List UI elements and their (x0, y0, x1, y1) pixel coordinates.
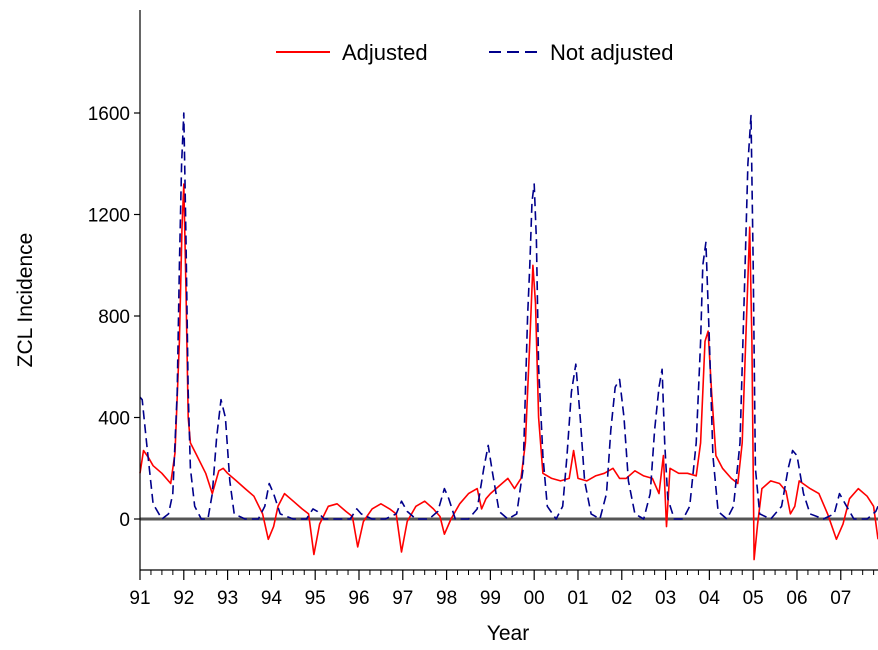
x-tick-label: 97 (392, 588, 413, 609)
y-axis-title: ZCL Incidence (14, 233, 37, 368)
x-tick-label: 91 (129, 588, 150, 609)
x-tick-label: 96 (348, 588, 369, 609)
legend-label-not-adjusted: Not adjusted (550, 40, 674, 65)
x-tick-label: 93 (217, 588, 238, 609)
x-tick-label: 01 (567, 588, 588, 609)
x-tick-label: 00 (524, 588, 545, 609)
x-axis-title: Year (487, 622, 529, 645)
y-tick-label: 400 (98, 409, 130, 430)
y-tick-label: 0 (119, 510, 130, 531)
series-line-adjusted (139, 183, 878, 561)
y-tick-label: 1600 (88, 104, 130, 125)
x-tick-label: 05 (743, 588, 764, 609)
series-line-not-adjusted (139, 112, 878, 520)
x-tick-label: 98 (436, 588, 457, 609)
legend: Adjusted Not adjusted (276, 40, 674, 65)
x-tick-label: 92 (173, 588, 194, 609)
x-tick-label: 06 (786, 588, 807, 609)
x-tick-label: 03 (655, 588, 676, 609)
x-tick-label: 07 (830, 588, 851, 609)
x-tick-label: 95 (305, 588, 326, 609)
x-tick-label: 04 (699, 588, 721, 609)
x-tick-label: 99 (480, 588, 501, 609)
y-tick-label: 800 (98, 307, 130, 328)
x-tick-label: 02 (611, 588, 632, 609)
y-tick-label: 1200 (88, 206, 130, 227)
x-tick-label: 94 (261, 588, 283, 609)
legend-label-adjusted: Adjusted (342, 40, 428, 65)
